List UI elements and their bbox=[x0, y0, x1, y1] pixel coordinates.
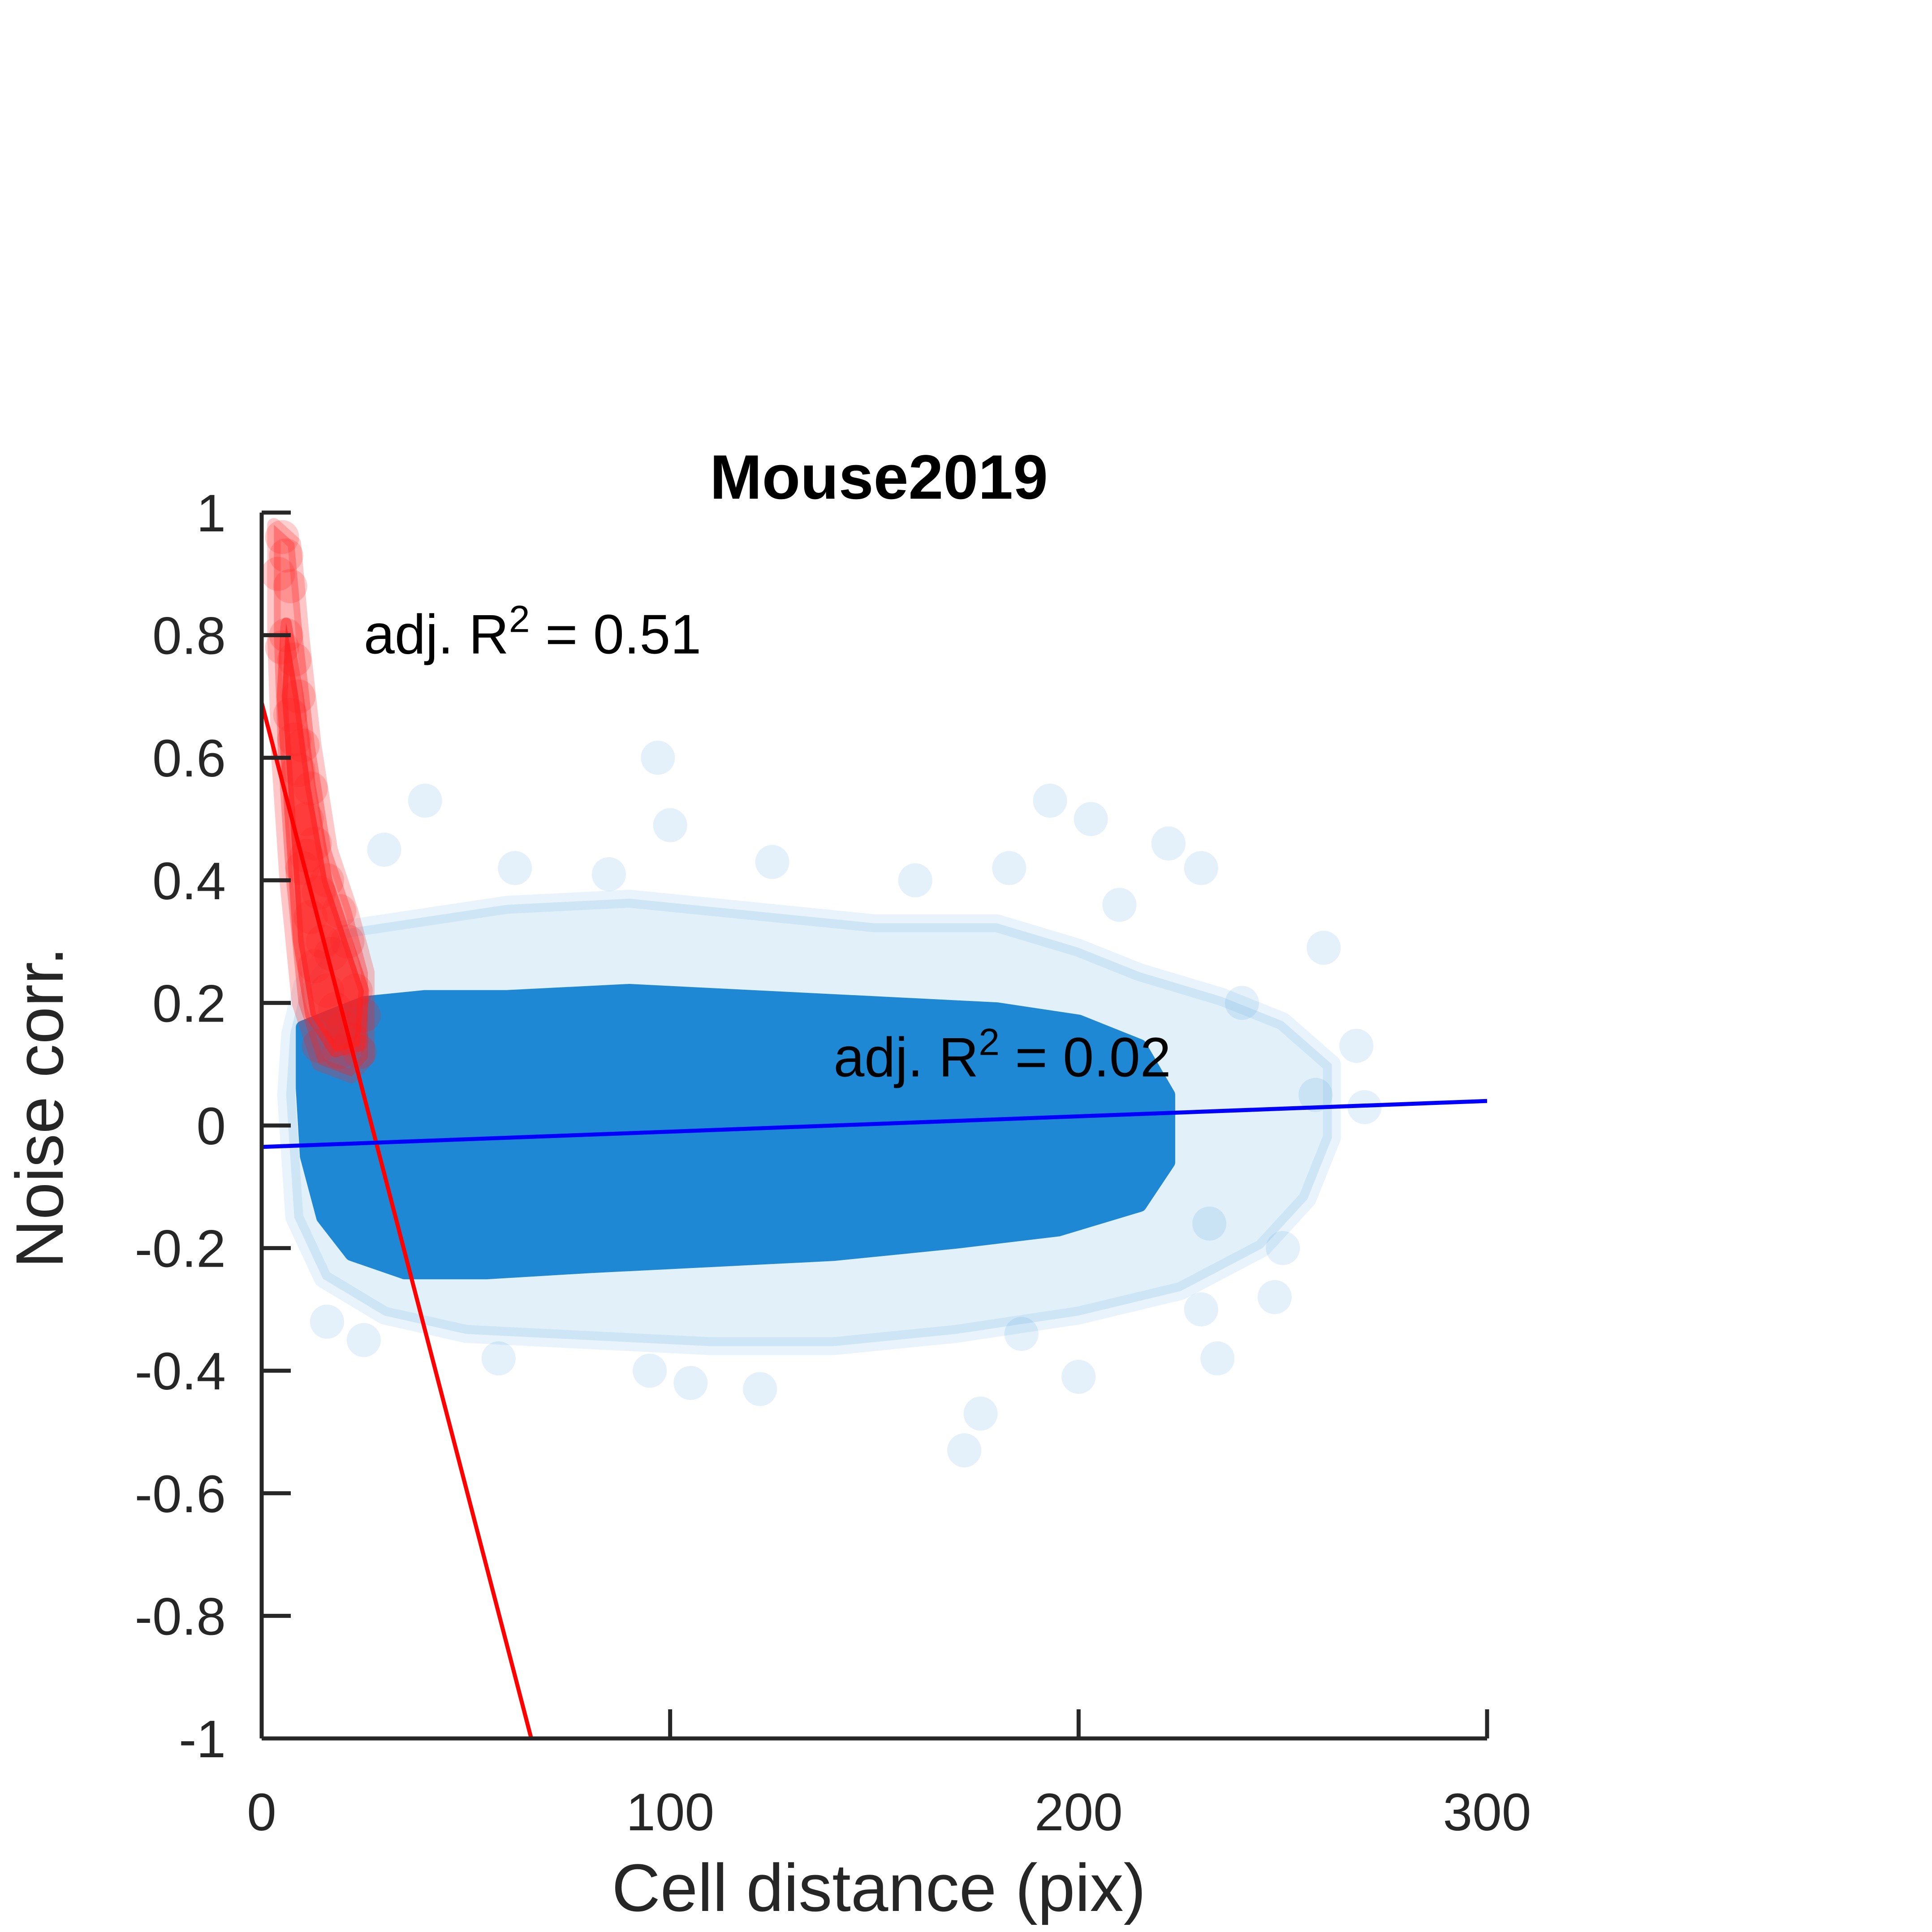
red-data-point bbox=[326, 1010, 361, 1045]
y-tick-label: 0.4 bbox=[152, 852, 226, 911]
blue-data-point bbox=[1266, 1231, 1300, 1265]
red-data-point bbox=[265, 520, 299, 554]
red-data-point bbox=[338, 974, 373, 1008]
red-data-point bbox=[277, 722, 311, 757]
y-tick-label: 0.8 bbox=[152, 607, 226, 666]
red-data-point bbox=[322, 1035, 357, 1069]
axes bbox=[259, 510, 1489, 1741]
y-axis-label: Noise corr. bbox=[2, 947, 77, 1268]
blue-cloud-core bbox=[296, 984, 1175, 1280]
blue-point-cloud bbox=[267, 518, 1341, 1355]
y-tick-label: -0.6 bbox=[135, 1465, 226, 1524]
red-data-point bbox=[277, 643, 311, 677]
red-data-point bbox=[302, 1029, 336, 1063]
scatter-points bbox=[262, 520, 1382, 1467]
red-data-point bbox=[281, 679, 315, 714]
red-data-point bbox=[298, 949, 332, 983]
annotation-blue-fit: adj. R2 = 0.02 bbox=[833, 1021, 1171, 1089]
red-data-point bbox=[310, 863, 344, 897]
red-data-point bbox=[285, 851, 320, 885]
blue-data-point bbox=[1307, 931, 1341, 965]
red-data-point bbox=[334, 1022, 369, 1057]
blue-fit-line bbox=[262, 1099, 1487, 1149]
blue-data-point bbox=[963, 1397, 998, 1431]
blue-data-point bbox=[1298, 1078, 1333, 1112]
blue-data-point bbox=[408, 784, 442, 818]
blue-data-point bbox=[1004, 1317, 1039, 1351]
red-data-point bbox=[265, 630, 299, 664]
blue-data-point bbox=[1033, 784, 1067, 818]
blue-data-point bbox=[1339, 1029, 1374, 1063]
blue-data-point bbox=[1200, 1341, 1235, 1376]
y-tick-label: 1 bbox=[196, 484, 226, 543]
annotation-red-fit: adj. R2 = 0.51 bbox=[364, 598, 701, 666]
blue-data-point bbox=[992, 851, 1026, 885]
red-data-point bbox=[293, 771, 328, 806]
red-fit-line bbox=[262, 702, 534, 1738]
y-tick-label: 0.6 bbox=[152, 729, 226, 788]
blue-data-point bbox=[1102, 888, 1137, 922]
fit-lines bbox=[262, 702, 1487, 1738]
blue-data-point bbox=[1074, 802, 1108, 836]
blue-data-point bbox=[947, 1433, 982, 1467]
red-data-point bbox=[273, 698, 307, 732]
y-tick-label: -1 bbox=[179, 1710, 226, 1769]
blue-data-point bbox=[898, 863, 932, 897]
y-tick-label: 0 bbox=[196, 1097, 226, 1156]
blue-data-point bbox=[1184, 1292, 1218, 1327]
red-data-point bbox=[273, 569, 307, 604]
chart-text: -1 -0.8 -0.6 -0.4 -0.2 0 0.2 0.4 0.6 0.8 1 0 100 200 3… bbox=[2, 442, 1531, 1925]
x-tick-label: 0 bbox=[247, 1783, 276, 1842]
y-tick-label: 0.2 bbox=[152, 974, 226, 1033]
blue-data-point bbox=[1192, 1206, 1227, 1241]
blue-data-point bbox=[641, 741, 675, 775]
x-axis-label: Cell distance (pix) bbox=[612, 1850, 1146, 1925]
x-tick-label: 300 bbox=[1443, 1783, 1531, 1842]
red-data-point bbox=[269, 538, 303, 573]
red-data-point bbox=[346, 998, 381, 1032]
blue-data-point bbox=[673, 1366, 708, 1400]
y-tick-label: -0.4 bbox=[135, 1342, 226, 1401]
blue-data-point bbox=[1257, 1280, 1292, 1314]
red-data-point bbox=[298, 826, 332, 861]
blue-data-point bbox=[653, 808, 687, 842]
x-tick-label: 100 bbox=[626, 1783, 714, 1842]
blue-data-point bbox=[1061, 1359, 1096, 1394]
blue-data-point bbox=[591, 857, 626, 892]
y-tick-label: -0.2 bbox=[135, 1220, 226, 1279]
blue-data-point bbox=[310, 1304, 344, 1339]
red-data-point bbox=[314, 937, 348, 971]
red-data-point bbox=[289, 802, 324, 836]
blue-data-point bbox=[743, 1372, 777, 1406]
red-data-point bbox=[322, 894, 357, 928]
x-tick-label: 200 bbox=[1035, 1783, 1123, 1842]
blue-data-point bbox=[481, 1341, 516, 1376]
y-tick-label: -0.8 bbox=[135, 1587, 226, 1646]
blue-data-point bbox=[498, 851, 532, 885]
blue-data-point bbox=[1184, 851, 1218, 885]
blue-data-point bbox=[633, 1354, 667, 1388]
red-data-point bbox=[285, 728, 320, 763]
chart-title: Mouse2019 bbox=[710, 442, 1048, 512]
red-data-point bbox=[281, 753, 315, 787]
red-data-point bbox=[330, 924, 365, 959]
blue-data-point bbox=[755, 845, 789, 879]
blue-data-point bbox=[346, 1323, 381, 1357]
blue-data-point bbox=[1225, 986, 1259, 1020]
blue-data-point bbox=[367, 832, 401, 867]
red-data-point bbox=[262, 556, 295, 591]
blue-data-point bbox=[1151, 826, 1186, 861]
